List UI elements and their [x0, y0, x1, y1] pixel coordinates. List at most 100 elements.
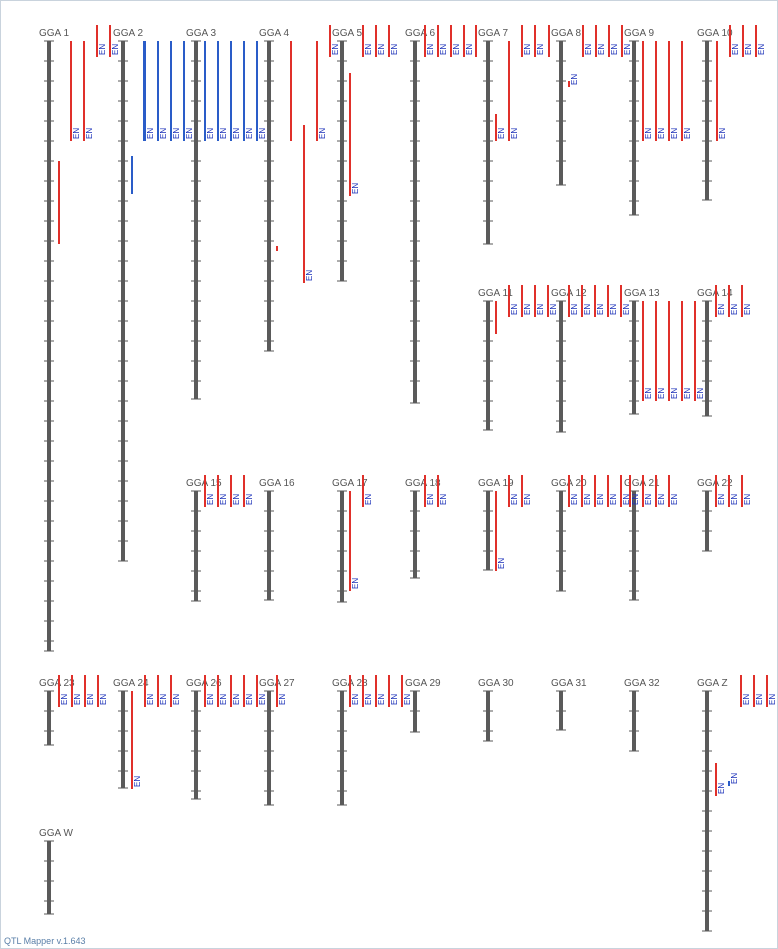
qtl-interval[interactable] — [521, 25, 523, 57]
qtl-interval[interactable] — [362, 25, 364, 57]
chromosome-gga-z[interactable]: GGA Z EN EN EN EN EN — [697, 675, 777, 932]
qtl-interval[interactable] — [143, 41, 145, 141]
qtl-interval[interactable] — [715, 475, 717, 507]
qtl-interval[interactable] — [157, 41, 159, 141]
chromosome-gga-24[interactable]: GGA 24 EN EN EN EN — [113, 675, 181, 789]
qtl-interval[interactable] — [755, 25, 757, 57]
qtl-interval[interactable] — [655, 301, 657, 401]
chromosome-gga-31[interactable]: GGA 31 — [551, 678, 587, 731]
qtl-interval[interactable] — [716, 41, 718, 141]
qtl-interval[interactable] — [70, 41, 72, 141]
qtl-interval[interactable] — [388, 25, 390, 57]
qtl-interval[interactable] — [58, 161, 60, 244]
qtl-interval[interactable] — [109, 25, 111, 57]
chromosome-gga-17[interactable]: GGA 17 EN EN — [332, 475, 373, 603]
qtl-interval[interactable] — [131, 156, 133, 194]
qtl-interval[interactable] — [568, 475, 570, 507]
qtl-interval[interactable] — [96, 25, 98, 57]
qtl-interval[interactable] — [362, 675, 364, 707]
qtl-interval[interactable] — [204, 41, 206, 141]
qtl-interval[interactable] — [349, 675, 351, 707]
qtl-interval[interactable] — [170, 675, 172, 707]
qtl-interval[interactable] — [629, 475, 631, 507]
qtl-interval[interactable] — [83, 41, 85, 141]
qtl-interval[interactable] — [741, 285, 743, 317]
qtl-interval[interactable] — [594, 285, 596, 317]
chromosome-gga-19[interactable]: GGA 19 EN EN EN — [478, 475, 532, 571]
qtl-interval[interactable] — [204, 475, 206, 507]
qtl-interval[interactable] — [534, 25, 536, 57]
qtl-interval[interactable] — [316, 41, 318, 141]
qtl-interval[interactable] — [475, 25, 477, 57]
qtl-interval[interactable] — [217, 675, 219, 707]
chromosome-gga-6[interactable]: GGA 6 EN EN EN EN — [405, 25, 474, 404]
qtl-interval[interactable] — [243, 41, 245, 141]
qtl-interval[interactable] — [568, 285, 570, 317]
chromosome-gga-18[interactable]: GGA 18 EN EN — [405, 475, 448, 579]
qtl-interval[interactable] — [204, 675, 206, 707]
qtl-interval[interactable] — [729, 25, 731, 57]
qtl-interval[interactable] — [437, 475, 439, 507]
qtl-interval[interactable] — [728, 285, 730, 317]
qtl-interval[interactable] — [508, 475, 510, 507]
qtl-interval[interactable] — [621, 25, 623, 57]
qtl-interval[interactable] — [715, 285, 717, 317]
qtl-interval[interactable] — [568, 81, 570, 87]
chromosome-gga-10[interactable]: GGA 10 EN EN EN EN — [697, 25, 766, 201]
qtl-interval[interactable] — [424, 25, 426, 57]
qtl-interval[interactable] — [84, 675, 86, 707]
qtl-interval[interactable] — [183, 41, 185, 141]
qtl-interval[interactable] — [742, 25, 744, 57]
qtl-interval[interactable] — [450, 25, 452, 57]
qtl-interval[interactable] — [681, 41, 683, 141]
qtl-interval[interactable] — [230, 675, 232, 707]
qtl-interval[interactable] — [131, 691, 133, 789]
qtl-interval[interactable] — [217, 41, 219, 141]
qtl-interval[interactable] — [728, 781, 730, 786]
qtl-interval[interactable] — [401, 675, 403, 707]
chromosome-gga-9[interactable]: GGA 9 EN EN EN EN EN — [621, 25, 692, 216]
qtl-interval[interactable] — [595, 25, 597, 57]
qtl-interval[interactable] — [329, 25, 331, 57]
chromosome-gga-2[interactable]: GGA 2 EN EN EN EN EN EN — [96, 25, 194, 562]
qtl-interval[interactable] — [375, 25, 377, 57]
qtl-interval[interactable] — [655, 475, 657, 507]
qtl-interval[interactable] — [534, 285, 536, 317]
qtl-interval[interactable] — [349, 491, 351, 591]
chromosome-gga-20[interactable]: GGA 20ENENENENEN — [551, 475, 631, 592]
qtl-interval[interactable] — [655, 41, 657, 141]
qtl-interval[interactable] — [547, 285, 549, 317]
chromosome-gga-23[interactable]: GGA 23 EN EN EN EN — [39, 675, 108, 746]
chromosome-gga-29[interactable]: GGA 29 — [405, 678, 441, 733]
qtl-interval[interactable] — [620, 475, 622, 507]
qtl-interval[interactable] — [548, 25, 550, 57]
qtl-interval[interactable] — [362, 475, 364, 507]
qtl-interval[interactable] — [620, 285, 622, 317]
qtl-interval[interactable] — [694, 301, 696, 401]
qtl-interval[interactable] — [303, 125, 305, 283]
chromosome-gga-12[interactable]: GGA 12ENENENENEN — [551, 285, 631, 433]
qtl-interval[interactable] — [521, 475, 523, 507]
qtl-interval[interactable] — [437, 25, 439, 57]
qtl-interval[interactable] — [668, 475, 670, 507]
chromosome-gga-11[interactable]: GGA 11 EN EN EN EN — [478, 285, 558, 431]
qtl-interval[interactable] — [424, 475, 426, 507]
chromosome-gga-13[interactable]: GGA 13 EN EN EN EN EN — [624, 288, 705, 415]
qtl-interval[interactable] — [608, 25, 610, 57]
qtl-interval[interactable] — [144, 675, 146, 707]
qtl-interval[interactable] — [276, 675, 278, 707]
qtl-interval[interactable] — [495, 491, 497, 571]
qtl-interval[interactable] — [243, 475, 245, 507]
qtl-interval[interactable] — [521, 285, 523, 317]
qtl-interval[interactable] — [217, 475, 219, 507]
qtl-interval[interactable] — [668, 41, 670, 141]
chromosome-gga-32[interactable]: GGA 32 — [624, 678, 660, 752]
chromosome-gga-1[interactable]: GGA 1 EN EN — [39, 28, 94, 652]
